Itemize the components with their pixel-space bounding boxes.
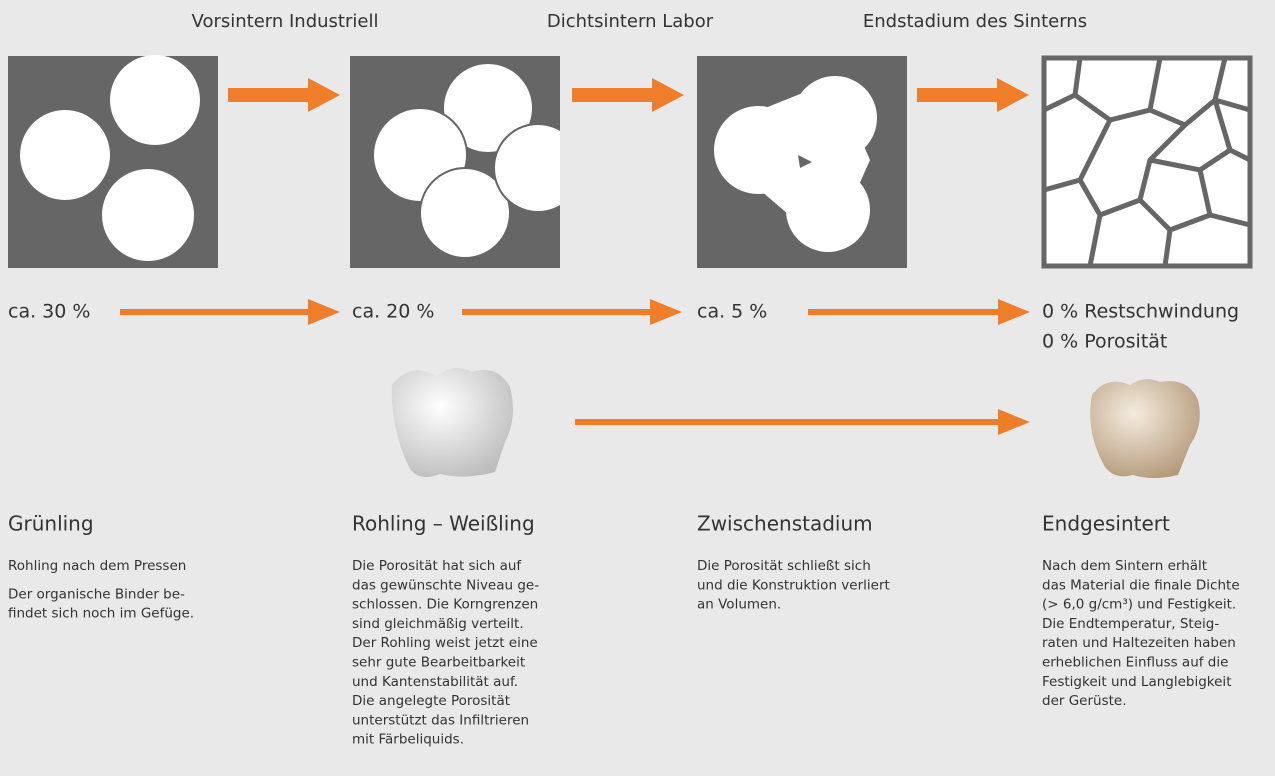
body-line: und Kantenstabilität auf.	[352, 674, 518, 690]
body-line: Die Porosität hat sich auf	[352, 558, 522, 574]
body-line: und die Konstruktion verliert	[697, 577, 890, 593]
body-line: findet sich noch im Gefüge.	[8, 606, 194, 622]
body-line: sind gleichmäßig verteilt.	[352, 616, 524, 632]
body-line: schlossen. Die Korngrenzen	[352, 597, 538, 613]
final-label: 0 % Porosität	[1042, 331, 1167, 353]
shrinkage-label: ca. 20 %	[352, 301, 434, 323]
body-line: unterstützt das Infiltrieren	[352, 712, 529, 728]
column-title: Grünling	[8, 512, 94, 536]
stage-label: Vorsintern Industriell	[192, 11, 379, 32]
stage-2-diagram	[350, 56, 582, 268]
body-line: (> 6,0 g/cm³) und Festigkeit.	[1042, 597, 1236, 613]
diagram: Vorsintern Industriell Dichtsintern Labor…	[0, 0, 1275, 776]
stage-label: Endstadium des Sinterns	[863, 11, 1087, 32]
body-line: der Gerüste.	[1042, 693, 1127, 709]
body-line: Nach dem Sintern erhält	[1042, 558, 1207, 574]
column-title: Endgesintert	[1042, 512, 1170, 536]
white-tooth	[392, 368, 513, 477]
shrinkage-label: ca. 30 %	[8, 301, 90, 323]
body-line: sehr gute Bearbeitbarkeit	[352, 655, 525, 671]
body-line: erheblichen Einfluss auf die	[1042, 655, 1228, 671]
body-line: raten und Haltezeiten haben	[1042, 635, 1236, 651]
stage-1-diagram	[8, 55, 218, 268]
body-line: Die angelegte Porosität	[352, 693, 510, 709]
body-line: Rohling nach dem Pressen	[8, 558, 186, 574]
body-line: das Material die finale Dichte	[1042, 577, 1240, 593]
stage-3-diagram	[697, 56, 907, 268]
body-line: Der Rohling weist jetzt eine	[352, 635, 538, 651]
final-tooth	[1090, 379, 1200, 478]
body-line: Die Endtemperatur, Steig-	[1042, 616, 1219, 632]
body-line: Festigkeit und Langlebigkeit	[1042, 674, 1231, 690]
stage-label: Dichtsintern Labor	[547, 11, 714, 32]
shrinkage-label: ca. 5 %	[697, 301, 767, 323]
column-title: Rohling – Weißling	[352, 512, 535, 536]
column-title: Zwischenstadium	[697, 512, 873, 536]
body-line: das gewünschte Niveau ge-	[352, 577, 539, 593]
stage-4-diagram	[1044, 58, 1250, 266]
body-line: mit Färbeliquids.	[352, 732, 464, 748]
final-label: 0 % Restschwindung	[1042, 301, 1239, 323]
body-line: an Volumen.	[697, 597, 781, 613]
body-line: Die Porosität schließt sich	[697, 558, 871, 574]
body-line: Der organische Binder be-	[8, 586, 185, 602]
